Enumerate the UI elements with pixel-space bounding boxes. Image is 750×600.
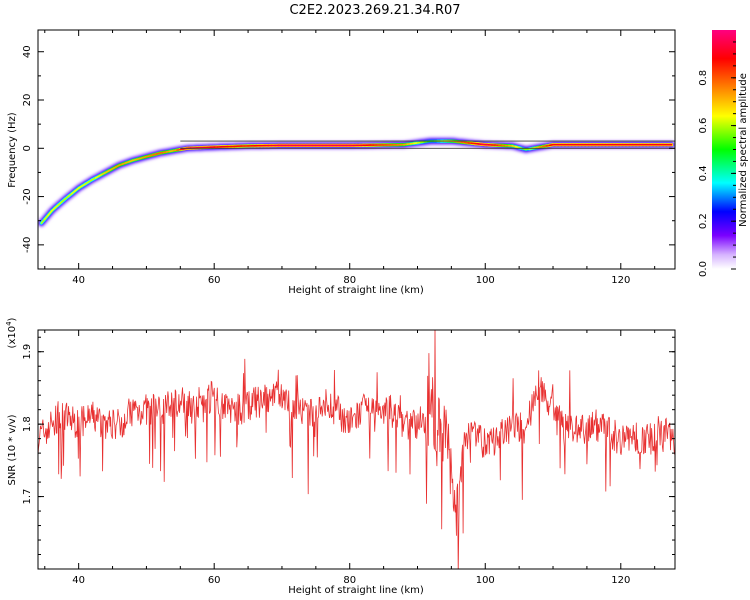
spectrogram-band <box>38 137 675 227</box>
spectrogram-y-tick-label: -20 <box>22 188 33 204</box>
colorbar-tick-label: 0.6 <box>698 118 709 134</box>
spectrogram-x-tick-label: 100 <box>476 275 495 286</box>
snr-y-tick-label: 1.8 <box>22 416 33 432</box>
snr-ticks: 40 60 80 100 120 1.7 1.8 1.9 <box>22 330 675 586</box>
colorbar-gradient <box>712 30 736 269</box>
snr-x-tick-label: 60 <box>208 575 221 586</box>
snr-y-multiplier-exp: 4 <box>5 321 13 326</box>
snr-x-label: Height of straight line (km) <box>288 585 424 596</box>
spectrogram-ridge-core <box>43 214 50 220</box>
snr-plot-area <box>38 330 675 569</box>
snr-y-multiplier-base: (x10 <box>7 326 18 349</box>
colorbar-ticks: 0.0 0.2 0.4 0.6 0.8 <box>698 41 736 277</box>
spectrogram-ticks: 40 60 80 100 120 -40 -20 0 20 40 <box>22 30 675 286</box>
snr-y-tick-label: 1.9 <box>22 344 33 360</box>
spectrogram-panel: 40 60 80 100 120 -40 -20 0 20 40 Height of straig… <box>7 29 676 296</box>
spectrogram-y-tick-label: 40 <box>22 45 33 58</box>
colorbar-tick-label: 0.0 <box>698 261 709 277</box>
snr-y-multiplier-close: ) <box>7 317 18 321</box>
spectrogram-x-tick-label: 120 <box>611 275 630 286</box>
spectrogram-ridge-core <box>47 210 53 216</box>
snr-y-label: SNR (10 * v/v) <box>7 414 18 485</box>
snr-y-multiplier: (x104) <box>5 317 18 348</box>
snr-panel: 40 60 80 100 120 1.7 1.8 1.9 Height of straight… <box>5 317 676 596</box>
snr-x-tick-label: 120 <box>611 575 630 586</box>
colorbar: 0.0 0.2 0.4 0.6 0.8 Normalized spectral ampl… <box>698 30 749 277</box>
snr-x-tick-label: 80 <box>343 575 356 586</box>
spectrogram-x-tick-label: 60 <box>208 275 221 286</box>
snr-x-tick-label: 100 <box>476 575 495 586</box>
colorbar-tick-label: 0.2 <box>698 213 709 229</box>
colorbar-tick-label: 0.4 <box>698 165 709 181</box>
spectrogram-y-label: Frequency (Hz) <box>7 112 18 188</box>
colorbar-label: Normalized spectral amplitude <box>738 73 749 227</box>
spectrogram-x-tick-label: 80 <box>343 275 356 286</box>
spectrogram-y-tick-label: -40 <box>22 237 33 253</box>
spectrogram-y-tick-label: 0 <box>22 145 33 151</box>
snr-frame <box>37 329 676 570</box>
snr-y-tick-label: 1.7 <box>22 489 33 505</box>
spectrogram-frame <box>37 29 676 270</box>
spectrogram-plot-area <box>38 136 675 229</box>
spectrogram-y-tick-label: 20 <box>22 94 33 107</box>
spectrogram-band <box>38 136 675 229</box>
snr-series-line <box>38 330 675 569</box>
spectrogram-halo <box>38 136 675 229</box>
spectrogram-band <box>38 138 675 226</box>
figure-title: C2E2.2023.269.21.34.R07 <box>289 3 460 18</box>
colorbar-tick-label: 0.8 <box>698 70 709 86</box>
snr-x-tick-label: 40 <box>72 575 85 586</box>
spectrogram-x-tick-label: 40 <box>72 275 85 286</box>
spectrogram-ridge-core <box>40 218 46 224</box>
spectrogram-ridge <box>39 139 674 225</box>
spectrogram-x-label: Height of straight line (km) <box>288 285 424 296</box>
